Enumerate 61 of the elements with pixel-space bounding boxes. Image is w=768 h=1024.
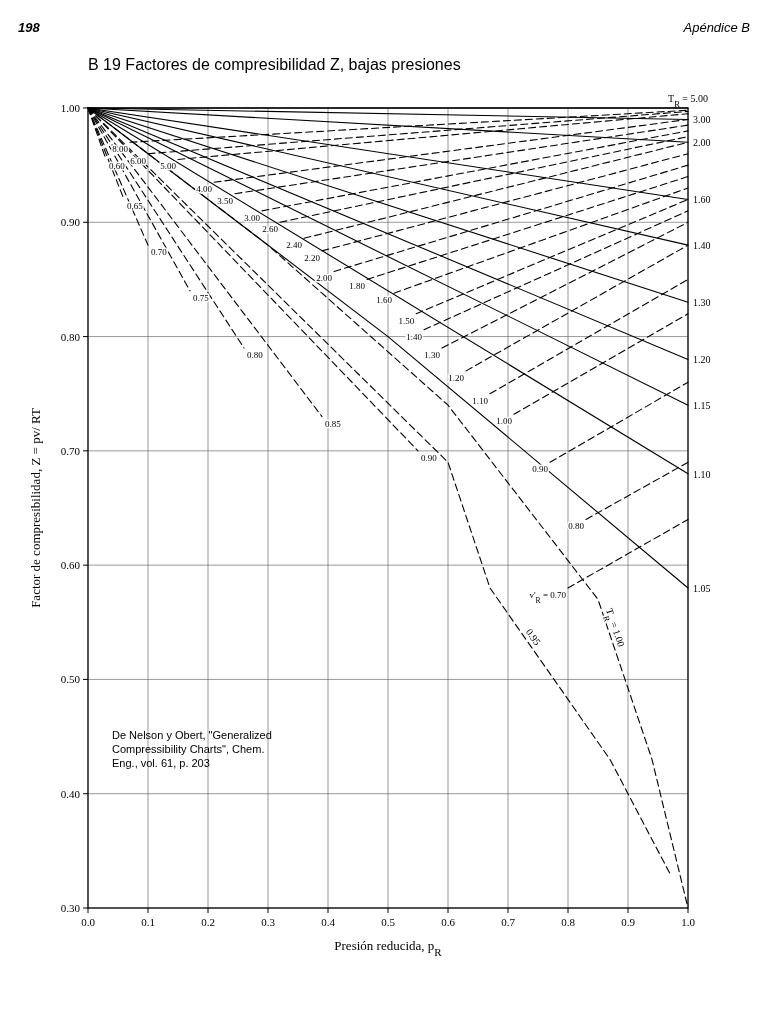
- y-tick-label: 0.30: [60, 902, 81, 914]
- series-label: 1.20: [693, 354, 711, 366]
- series-label: 3.00: [244, 212, 261, 223]
- y-tick-label: 0.90: [60, 216, 81, 229]
- series-label: 1.60: [693, 194, 711, 206]
- x-axis-title: Presión reducida, p$_{R}$: [334, 938, 443, 958]
- annotation: De Nelson y Obert, "Generalized Compressibility Charts", Chem. Eng., vol. 61, p. 203: [112, 728, 272, 769]
- series-label: 0.85: [325, 418, 342, 429]
- series-label: 0.80: [568, 521, 585, 532]
- x-tick-label: 0.9: [621, 916, 636, 928]
- series-label: 0.80: [247, 350, 264, 360]
- x-tick-label: 0.5: [381, 916, 396, 928]
- text: Apéndice B: [682, 20, 751, 35]
- series-label: v'$_{R}$ = 0.70: [529, 590, 567, 605]
- series-label: 1.20: [448, 372, 465, 383]
- y-axis-title: Factor de compresibilidad, Z = pv/ RT: [28, 408, 43, 608]
- text: 0.95: [523, 626, 543, 648]
- x-tick-label: 0.4: [321, 916, 336, 928]
- x-tick-label: 0.7: [501, 916, 516, 928]
- x-tick-label: 0.2: [201, 916, 215, 928]
- series-label: T$_{R}$ = 5.00: [668, 93, 708, 109]
- x-tick-label: 0.6: [441, 916, 456, 928]
- series-label: 1.00: [496, 416, 513, 427]
- series-label: 1.30: [693, 297, 711, 309]
- x-tick-label: 1.0: [681, 916, 696, 928]
- series-label: 1.40: [693, 240, 711, 252]
- series-label: 1.40: [406, 331, 423, 342]
- series-label: 0.75: [193, 292, 210, 303]
- series-label: 2.60: [262, 224, 279, 235]
- series-label: 2.40: [286, 240, 303, 251]
- y-tick-label: 0.50: [60, 673, 81, 686]
- series-label: 0.90: [532, 464, 549, 475]
- series-label: 3.50: [217, 195, 234, 206]
- x-tick-label: 0.8: [561, 916, 576, 928]
- y-tick-label: 0.40: [60, 787, 81, 800]
- series-label: 1.10: [472, 395, 489, 406]
- series-label: 0.65: [127, 201, 144, 212]
- y-tick-label: 0.70: [60, 444, 81, 457]
- x-tick-label: 0.1: [141, 916, 155, 928]
- series-label: 1.05: [693, 583, 711, 594]
- series-label: 2.00: [316, 273, 333, 284]
- series-label: 4.00: [196, 184, 213, 195]
- series-label: 6.00: [130, 155, 147, 166]
- series-label: 0.90: [421, 452, 438, 463]
- y-tick-label: 0.80: [60, 330, 81, 343]
- series-label: 1.60: [376, 295, 393, 306]
- series-label: 1.50: [398, 315, 415, 326]
- text: 198: [18, 20, 41, 35]
- series-label: 2.00: [693, 137, 711, 149]
- chart-title: B 19 Factores de compresibilidad Z, bajas presiones: [88, 56, 461, 73]
- series-label: 1.10: [693, 468, 711, 480]
- series-label: 1.30: [424, 350, 441, 360]
- x-tick-label: 0.3: [261, 916, 276, 928]
- series-label: 3.00: [693, 114, 711, 126]
- series-label: 1.15: [693, 400, 711, 412]
- x-tick-label: 0.0: [81, 916, 96, 928]
- series-label: 0.70: [151, 247, 168, 258]
- y-tick-label: 0.60: [60, 559, 81, 572]
- y-tick-label: 1.00: [60, 102, 81, 114]
- series-label: 1.80: [349, 281, 366, 292]
- series-label: 2.20: [304, 252, 321, 263]
